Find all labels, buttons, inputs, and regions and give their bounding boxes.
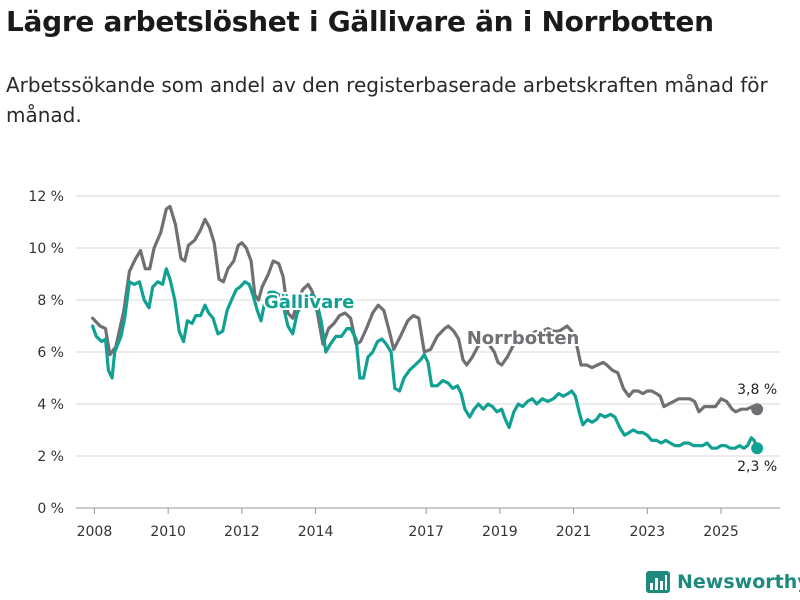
x-tick-label: 2017 xyxy=(408,524,444,540)
end-value-label-norrbotten: 3,8 % xyxy=(737,382,777,398)
x-tick-label: 2019 xyxy=(482,524,518,540)
x-tick-label: 2008 xyxy=(77,524,113,540)
x-tick-label: 2014 xyxy=(298,524,334,540)
y-tick-label: 2 % xyxy=(37,449,64,465)
end-point-norrbotten xyxy=(751,403,764,416)
x-tick-label: 2025 xyxy=(703,524,739,540)
y-tick-label: 6 % xyxy=(37,345,64,361)
series-label-gallivare: Gällivare xyxy=(264,292,354,313)
x-tick-label: 2021 xyxy=(556,524,592,540)
bar-chart-icon xyxy=(646,571,670,593)
brand-name: Newsworthy xyxy=(677,571,800,593)
series-line-norrbotten xyxy=(91,204,759,414)
series-label-norrbotten: Norrbotten xyxy=(467,328,580,349)
series-lines xyxy=(91,204,764,455)
x-tick-label: 2012 xyxy=(224,524,260,540)
x-tick-label: 2023 xyxy=(629,524,665,540)
y-tick-label: 0 % xyxy=(37,501,64,517)
chart-title: Lägre arbetslöshet i Gällivare än i Norr… xyxy=(6,5,714,38)
chart-labels: 3,8 % 2,3 % Norrbotten Gällivare xyxy=(262,290,777,475)
chart-subtitle: Arbetssökande som andel av den registerb… xyxy=(6,73,768,127)
brand-logo: Newsworthy xyxy=(645,570,800,594)
x-tick-label: 2010 xyxy=(150,524,186,540)
y-tick-label: 10 % xyxy=(28,241,64,257)
end-point-g-llivare xyxy=(751,442,764,455)
axes: 0 % 2 % 4 % 6 % 8 % 10 % 12 % 2008 2010 2012 2014 2… xyxy=(28,189,738,540)
series-line-g-llivare xyxy=(91,267,759,450)
y-tick-label: 12 % xyxy=(28,189,64,205)
end-value-label-g-llivare: 2,3 % xyxy=(737,459,777,475)
y-tick-label: 4 % xyxy=(37,397,64,413)
y-tick-label: 8 % xyxy=(37,293,64,309)
